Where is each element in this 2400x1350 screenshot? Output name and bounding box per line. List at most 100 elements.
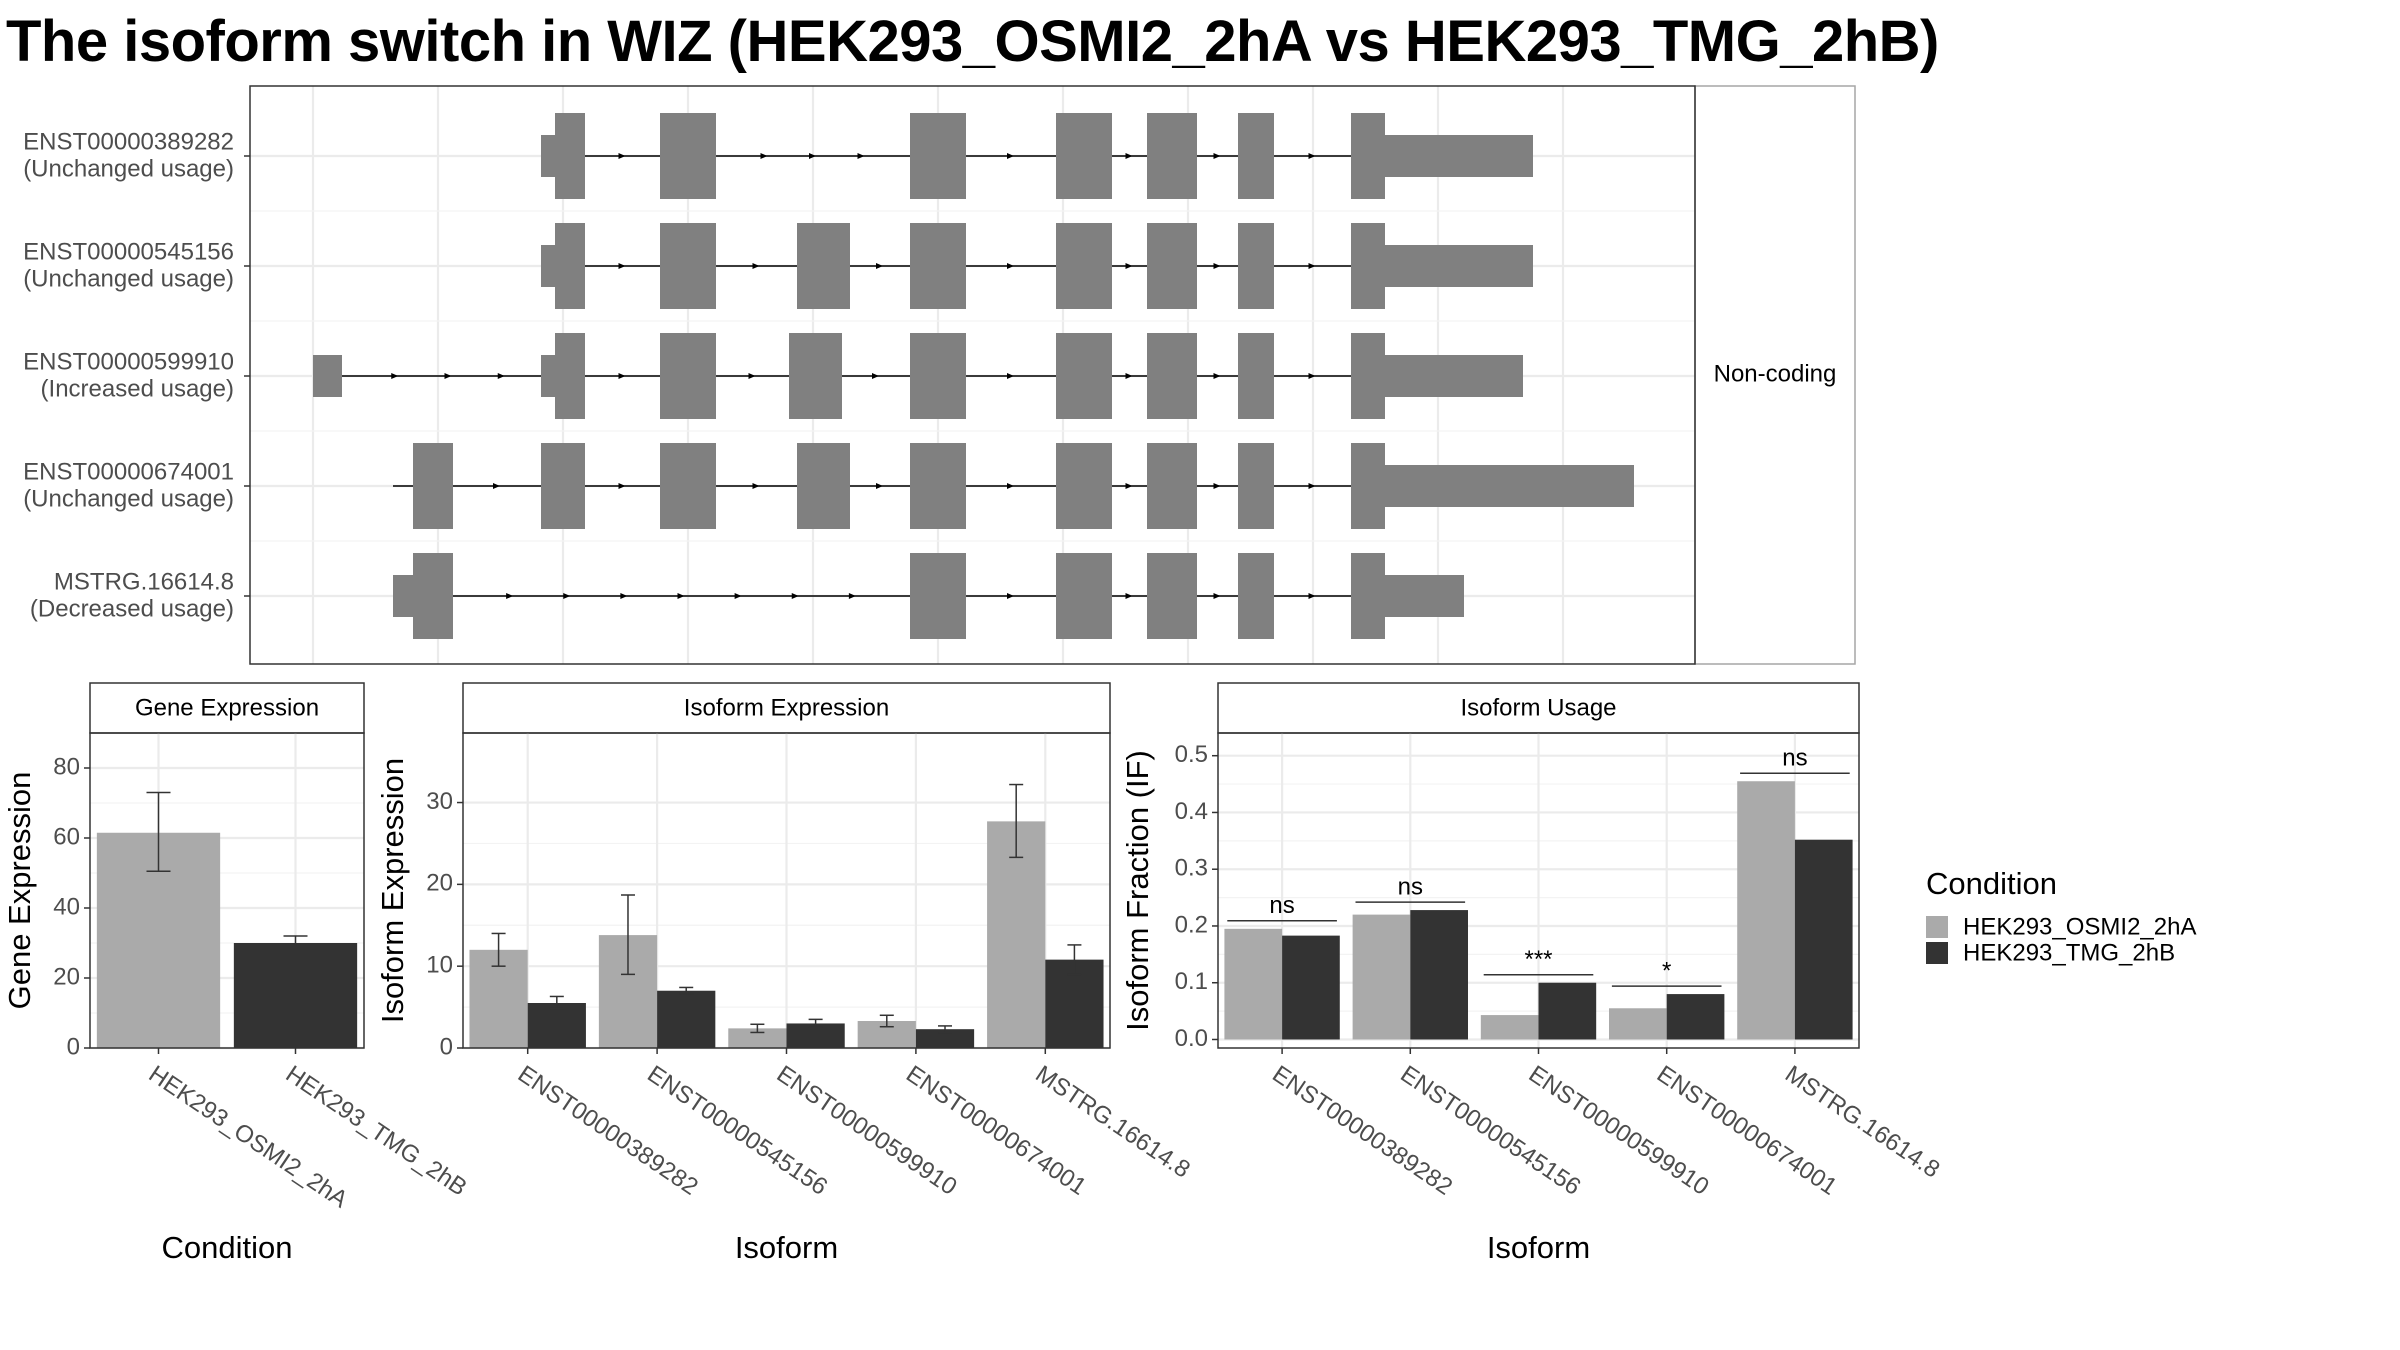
intron-arrow (618, 153, 626, 159)
exon-4 (1351, 553, 1385, 639)
bar-panel-3-ytick-label: 0.4 (1175, 798, 1208, 825)
bar-panel-1-ytick-label: 0 (67, 1033, 80, 1060)
exon-1 (555, 223, 585, 309)
exon-1 (910, 223, 966, 309)
exon-2 (555, 333, 585, 419)
bar-3 (1609, 1008, 1667, 1040)
bar-panel-3-ytick-label: 0.2 (1175, 911, 1208, 938)
intron-arrow (1125, 373, 1133, 379)
legend-entry-label: HEK293_TMG_2hB (1963, 939, 2175, 966)
structure-panel-border (249, 85, 1696, 665)
bar-panel-2-ytick-label: 0 (440, 1033, 453, 1060)
intron-arrow (1308, 263, 1316, 269)
intron-arrow (1007, 483, 1014, 489)
exon-1 (1351, 223, 1385, 309)
intron-arrow (391, 373, 399, 379)
intron-arrow (857, 153, 865, 159)
bar-3 (1480, 1015, 1539, 1040)
intron-arrow (848, 593, 856, 599)
exon-utr-2 (1385, 355, 1523, 397)
bar-3 (1410, 910, 1468, 1040)
legend-title: Condition (1926, 866, 2057, 901)
intron-arrow (1125, 153, 1133, 159)
bar-2 (657, 990, 716, 1048)
intron-arrow (748, 373, 756, 379)
intron-arrow (620, 593, 628, 599)
intron-arrow (1308, 483, 1316, 489)
intron-arrow (1213, 373, 1221, 379)
exon-2 (1238, 333, 1274, 419)
exon-1 (1147, 223, 1197, 309)
exon-0 (555, 113, 585, 199)
intron-arrow (752, 483, 760, 489)
intron-arrow (506, 593, 514, 599)
exon-3 (1056, 443, 1112, 529)
exon-3 (1351, 443, 1385, 529)
bar-1 (233, 943, 358, 1048)
intron-arrow (444, 373, 452, 379)
intron-arrow (752, 263, 760, 269)
exon-4 (910, 553, 966, 639)
exon-3 (910, 443, 966, 529)
exon-0 (1056, 113, 1112, 199)
exon-4 (413, 553, 453, 639)
bar-3 (1538, 982, 1597, 1040)
exon-0 (1147, 113, 1197, 199)
bar-3 (1224, 928, 1283, 1040)
exon-utr-4 (1385, 575, 1464, 617)
exon-1 (660, 223, 716, 309)
intron-arrow (791, 593, 799, 599)
bar-3 (1666, 994, 1725, 1040)
exon-2 (1147, 333, 1197, 419)
intron-arrow (876, 483, 883, 489)
intron-arrow (1125, 263, 1133, 269)
bar-panel-2-ytick-label: 30 (426, 788, 453, 815)
exon-4 (1238, 553, 1274, 639)
intron-arrow (1213, 263, 1221, 269)
intron-arrow (618, 483, 626, 489)
exon-2 (660, 333, 716, 419)
bar-panel-2-ytick-label: 10 (426, 952, 453, 979)
bar-3 (1352, 914, 1411, 1040)
bar-3 (1794, 839, 1853, 1040)
exon-utr-1 (1385, 245, 1533, 287)
exon-utr-3 (1385, 465, 1634, 507)
intron-arrow (1125, 593, 1133, 599)
exon-utr-4 (393, 575, 413, 617)
exon-3 (1147, 443, 1197, 529)
bar-panel-1-ytick-label: 60 (53, 823, 80, 850)
exon-3 (797, 443, 850, 529)
intron-arrow (563, 593, 571, 599)
intron-arrow (1308, 373, 1316, 379)
bar-panel-1-xlabel: Condition (162, 1230, 293, 1265)
exon-2 (1351, 333, 1385, 419)
bar-panel-1-strip (89, 682, 365, 734)
exon-3 (660, 443, 716, 529)
transcript-id-label: ENST00000674001 (23, 458, 234, 485)
intron-arrow (1213, 483, 1221, 489)
bar-panel-2-border (462, 732, 1111, 1049)
significance-label: ns (1782, 745, 1807, 772)
intron-arrow (493, 483, 500, 489)
intron-arrow (1308, 153, 1316, 159)
intron-arrow (677, 593, 685, 599)
bar-panel-3-strip (1217, 682, 1860, 734)
bar-panel-1-ytick-label: 20 (53, 963, 80, 990)
bar-2 (728, 1028, 787, 1048)
bar-panel-3-strip-label: Isoform Usage (1460, 694, 1616, 721)
exon-2 (789, 333, 842, 419)
exon-utr-1 (541, 245, 555, 287)
significance-label: * (1662, 957, 1671, 984)
intron-arrow (497, 373, 505, 379)
transcript-usage-label: (Unchanged usage) (23, 485, 234, 512)
legend-swatch-1 (1926, 942, 1948, 964)
bar-panel-2-strip-label: Isoform Expression (684, 694, 889, 721)
bar-panel-1-ytick-label: 40 (53, 893, 80, 920)
intron-arrow (809, 153, 816, 159)
structure-strip-label: Non-coding (1714, 360, 1837, 387)
intron-arrow (1213, 593, 1221, 599)
exon-3 (1238, 443, 1274, 529)
exon-3 (541, 443, 585, 529)
intron-arrow (1007, 593, 1014, 599)
bar-panel-1-ylabel: Gene Expression (2, 772, 37, 1010)
